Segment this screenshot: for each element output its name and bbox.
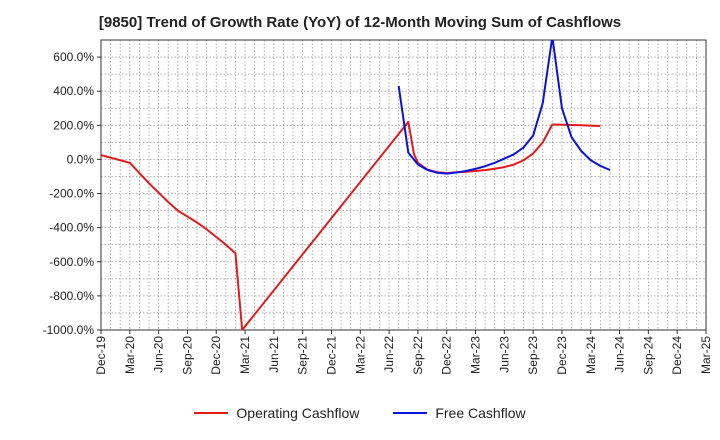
x-tick-label: Dec-19 xyxy=(94,336,108,375)
x-tick-label: Mar-22 xyxy=(353,336,367,374)
x-tick-label: Sep-22 xyxy=(411,336,425,375)
x-tick-label: Dec-20 xyxy=(209,336,223,375)
y-tick-label: 400.0% xyxy=(53,84,94,98)
y-tick-label: 600.0% xyxy=(53,50,94,64)
x-tick-label: Dec-21 xyxy=(324,336,338,375)
x-tick-label: Sep-23 xyxy=(526,336,540,375)
x-tick-label: Dec-24 xyxy=(670,336,684,375)
legend-item-free: Free Cashflow xyxy=(393,405,526,421)
tick-labels: -1000.0% -800.0% -600.0% -400.0% -200.0% 0.0%… xyxy=(43,50,713,375)
y-tick-label: -800.0% xyxy=(49,289,94,303)
x-tick-label: Sep-21 xyxy=(296,336,310,375)
y-tick-label: 0.0% xyxy=(67,152,95,166)
legend-label-free: Free Cashflow xyxy=(435,405,526,421)
x-tick-label: Mar-25 xyxy=(699,336,713,374)
x-tick-label: Dec-22 xyxy=(440,336,454,375)
y-tick-label: -600.0% xyxy=(49,255,94,269)
x-tick-label: Sep-24 xyxy=(641,336,655,375)
x-tick-label: Jun-22 xyxy=(382,336,396,373)
x-tick-label: Dec-23 xyxy=(555,336,569,375)
series-line-free-cashflow xyxy=(397,40,611,175)
legend-item-operating: Operating Cashflow xyxy=(194,405,359,421)
x-tick-label: Sep-20 xyxy=(180,336,194,375)
grid-lines xyxy=(101,40,706,330)
axes xyxy=(97,39,707,334)
y-tick-label: -200.0% xyxy=(49,187,94,201)
plot-frame xyxy=(100,39,707,331)
legend: Operating Cashflow Free Cashflow xyxy=(0,405,720,421)
y-tick-label: 200.0% xyxy=(53,118,94,132)
y-tick-label: -1000.0% xyxy=(43,323,95,337)
series-lines xyxy=(101,40,611,330)
legend-swatch-operating xyxy=(194,412,229,414)
x-tick-label: Jun-20 xyxy=(152,336,166,373)
x-tick-label: Jun-24 xyxy=(613,336,627,373)
x-tick-label: Mar-20 xyxy=(123,336,137,374)
y-tick-label: -400.0% xyxy=(49,221,94,235)
x-tick-label: Jun-23 xyxy=(497,336,511,373)
chart-title: [9850] Trend of Growth Rate (YoY) of 12-… xyxy=(98,14,622,31)
x-tick-label: Mar-23 xyxy=(469,336,483,374)
x-tick-label: Mar-21 xyxy=(238,336,252,374)
x-tick-label: Mar-24 xyxy=(584,336,598,374)
legend-label-operating: Operating Cashflow xyxy=(236,405,360,421)
x-tick-label: Jun-21 xyxy=(267,336,281,373)
legend-swatch-free xyxy=(393,412,428,414)
